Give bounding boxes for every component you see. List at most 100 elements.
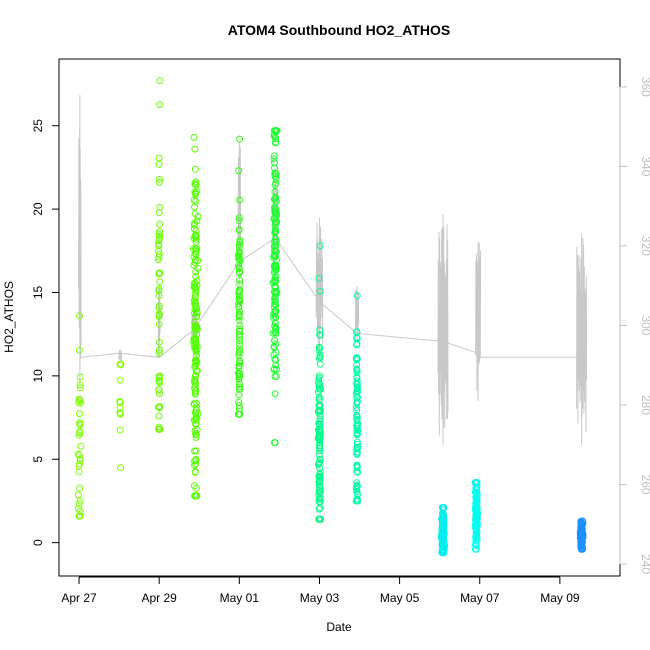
data-point bbox=[272, 227, 280, 235]
data-point bbox=[316, 442, 324, 449]
data-point bbox=[269, 329, 277, 337]
y2-axis: 240 260 280 300 320 340 360 bbox=[619, 77, 650, 574]
data-point bbox=[192, 232, 200, 240]
data-point bbox=[316, 331, 323, 339]
data-point bbox=[272, 264, 280, 272]
data-point bbox=[192, 327, 200, 335]
data-point bbox=[191, 145, 199, 153]
data-point bbox=[271, 229, 279, 237]
data-point bbox=[578, 539, 586, 547]
data-point bbox=[440, 525, 447, 533]
data-point bbox=[191, 165, 199, 173]
data-point bbox=[315, 420, 323, 428]
data-point bbox=[315, 402, 323, 410]
data-point bbox=[315, 432, 323, 440]
data-point bbox=[272, 329, 280, 337]
data-point bbox=[578, 526, 586, 534]
y2-tick-label: 280 bbox=[639, 395, 650, 415]
y-tick-label: 15 bbox=[31, 285, 45, 299]
data-point bbox=[191, 361, 199, 369]
data-point bbox=[271, 181, 279, 189]
x-axis: Apr 27 Apr 29 May 01 May 03 May 05 May 07 May … bbox=[61, 576, 580, 605]
data-point bbox=[353, 388, 361, 395]
data-point bbox=[76, 419, 84, 427]
data-point bbox=[194, 213, 202, 220]
y2-trace-burst bbox=[576, 234, 588, 445]
data-point bbox=[191, 249, 199, 257]
data-point bbox=[270, 366, 278, 374]
data-point bbox=[155, 237, 163, 244]
data-point bbox=[272, 173, 279, 180]
data-point bbox=[155, 253, 163, 261]
data-point bbox=[353, 384, 361, 392]
data-point bbox=[74, 491, 82, 499]
data-point bbox=[236, 337, 244, 344]
data-point bbox=[192, 430, 199, 437]
data-point bbox=[315, 488, 323, 496]
data-point bbox=[235, 327, 243, 335]
data-point bbox=[155, 312, 163, 320]
data-point bbox=[193, 426, 201, 434]
data-point bbox=[271, 307, 279, 315]
data-point bbox=[270, 243, 278, 251]
data-point bbox=[192, 434, 200, 441]
data-point bbox=[193, 484, 200, 492]
data-point bbox=[353, 356, 361, 364]
data-point bbox=[192, 235, 200, 243]
data-point bbox=[155, 386, 163, 394]
data-point bbox=[156, 203, 164, 211]
data-point bbox=[156, 220, 164, 228]
data-point bbox=[75, 395, 83, 403]
data-point bbox=[193, 403, 201, 411]
data-point bbox=[272, 340, 280, 348]
data-point bbox=[192, 197, 200, 205]
data-point bbox=[155, 160, 163, 168]
data-point bbox=[116, 426, 124, 434]
data-point bbox=[155, 403, 163, 411]
data-point bbox=[316, 354, 323, 362]
data-point bbox=[353, 292, 361, 300]
data-point bbox=[315, 459, 323, 467]
data-point bbox=[235, 316, 243, 324]
data-point bbox=[235, 310, 243, 318]
data-point bbox=[317, 428, 324, 436]
x-tick-label: May 01 bbox=[220, 591, 260, 605]
data-point bbox=[155, 287, 163, 295]
data-point bbox=[155, 349, 163, 357]
data-point bbox=[116, 403, 124, 411]
y-axis-label: HO2_ATHOS bbox=[2, 281, 16, 353]
data-point bbox=[235, 313, 243, 321]
data-point bbox=[270, 155, 278, 163]
data-point bbox=[271, 195, 279, 202]
data-point bbox=[193, 308, 201, 316]
data-point bbox=[190, 261, 198, 269]
data-point bbox=[235, 351, 243, 359]
data-point bbox=[193, 322, 200, 330]
data-point bbox=[316, 464, 324, 472]
data-point bbox=[353, 483, 361, 491]
data-point bbox=[270, 344, 278, 352]
data-point bbox=[271, 337, 279, 345]
data-point bbox=[353, 398, 361, 405]
data-point bbox=[473, 483, 481, 491]
data-point bbox=[272, 326, 280, 334]
y2-trace-burst bbox=[315, 218, 324, 358]
data-point bbox=[270, 152, 278, 160]
x-tick-label: Apr 29 bbox=[141, 591, 177, 605]
data-point bbox=[236, 236, 244, 244]
data-point bbox=[191, 203, 198, 211]
data-point bbox=[270, 195, 278, 203]
data-point bbox=[316, 473, 324, 481]
data-point bbox=[271, 355, 279, 363]
data-point bbox=[156, 77, 164, 85]
plot-frame bbox=[58, 58, 621, 577]
data-point bbox=[192, 388, 200, 396]
data-point bbox=[273, 210, 281, 218]
data-point bbox=[316, 412, 324, 420]
data-point bbox=[155, 178, 163, 186]
data-point bbox=[75, 346, 83, 354]
data-point bbox=[271, 238, 279, 246]
data-point bbox=[353, 341, 361, 349]
data-point bbox=[236, 135, 244, 143]
